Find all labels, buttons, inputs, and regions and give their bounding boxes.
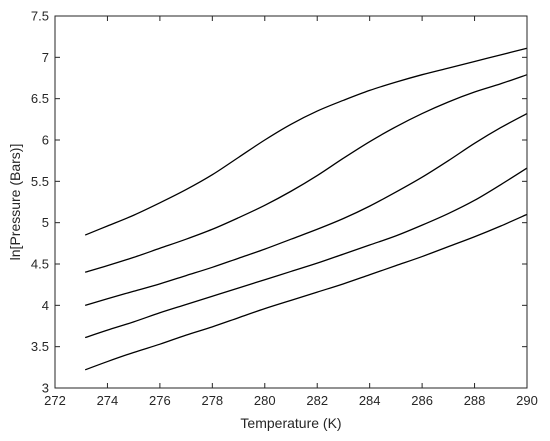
series-layer (84, 47, 528, 371)
tick-layer: 272 274 276 278 280 282 284 286 288 290 3 3.5 4 4.5 5 5… (31, 9, 538, 409)
plot-frame (54, 15, 528, 389)
y-tick-label: 4 (42, 298, 49, 313)
y-tick-label: 7.5 (31, 9, 49, 24)
x-tick-label: 274 (97, 393, 119, 408)
series-line-2 (84, 74, 528, 273)
x-tick-label: 282 (306, 393, 328, 408)
x-tick-label: 276 (149, 393, 171, 408)
x-tick-label: 284 (359, 393, 381, 408)
y-tick-label: 6 (42, 133, 49, 148)
y-tick-label: 7 (42, 50, 49, 65)
series-line-3 (84, 112, 528, 306)
y-tick-label: 3.5 (31, 339, 49, 354)
series-line-5 (84, 213, 528, 371)
x-tick-label: 290 (516, 393, 538, 408)
y-tick-label: 3 (42, 381, 49, 396)
y-tick-label: 6.5 (31, 91, 49, 106)
x-tick-label: 278 (201, 393, 223, 408)
plot-area (55, 16, 527, 388)
x-axis-title: Temperature (K) (240, 415, 341, 431)
x-tick-label: 280 (254, 393, 276, 408)
series-line-1 (84, 47, 528, 236)
y-tick-label: 5 (42, 215, 49, 230)
y-axis-title: ln[Pressure (Bars)] (7, 144, 23, 261)
x-tick-label: 288 (464, 393, 486, 408)
x-tick-label: 272 (44, 393, 66, 408)
x-tick-label: 286 (411, 393, 433, 408)
y-tick-label: 5.5 (31, 174, 49, 189)
series-line-4 (84, 167, 528, 339)
y-tick-label: 4.5 (31, 257, 49, 272)
